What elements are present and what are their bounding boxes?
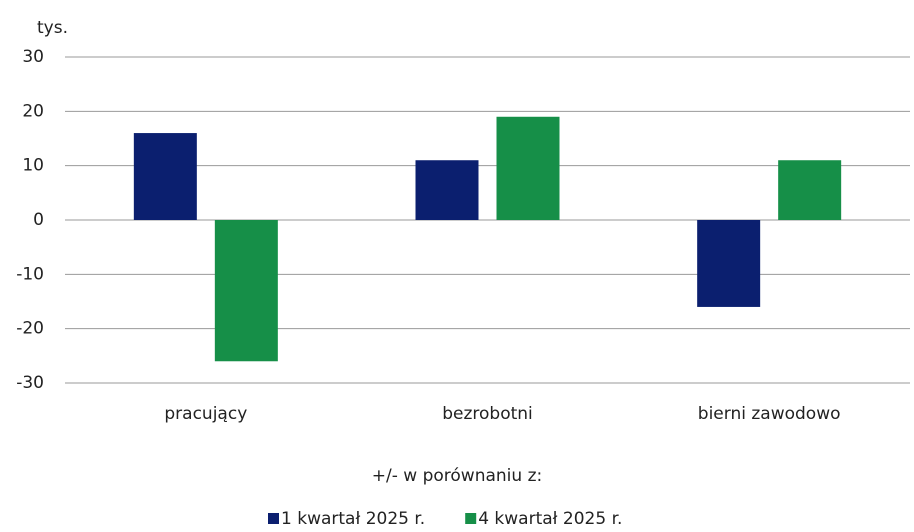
bar: [778, 160, 842, 220]
y-tick-label: -30: [16, 373, 44, 393]
legend-swatch: [465, 513, 477, 524]
x-tick-label: bierni zawodowo: [698, 404, 841, 424]
bar: [214, 220, 278, 362]
y-tick-label: -20: [16, 319, 44, 339]
y-tick-label: 10: [22, 156, 44, 176]
legend-swatch: [268, 513, 279, 524]
y-tick-label: 0: [33, 210, 44, 230]
bar: [133, 133, 197, 220]
legend-label: 4 kwartał 2025 r.: [478, 509, 622, 529]
x-tick-label: bezrobotni: [442, 404, 533, 424]
legend-label: 1 kwartał 2025 r.: [281, 509, 425, 529]
y-tick-label: -10: [16, 264, 44, 284]
bar: [415, 160, 479, 220]
bar: [496, 116, 560, 220]
y-axis-unit: tys.: [37, 18, 68, 38]
bar: [697, 220, 761, 307]
y-tick-label: 20: [22, 101, 44, 121]
y-tick-label: 30: [22, 47, 44, 67]
legend-title: +/- w porównaniu z:: [372, 466, 542, 486]
x-tick-label: pracujący: [164, 404, 247, 424]
